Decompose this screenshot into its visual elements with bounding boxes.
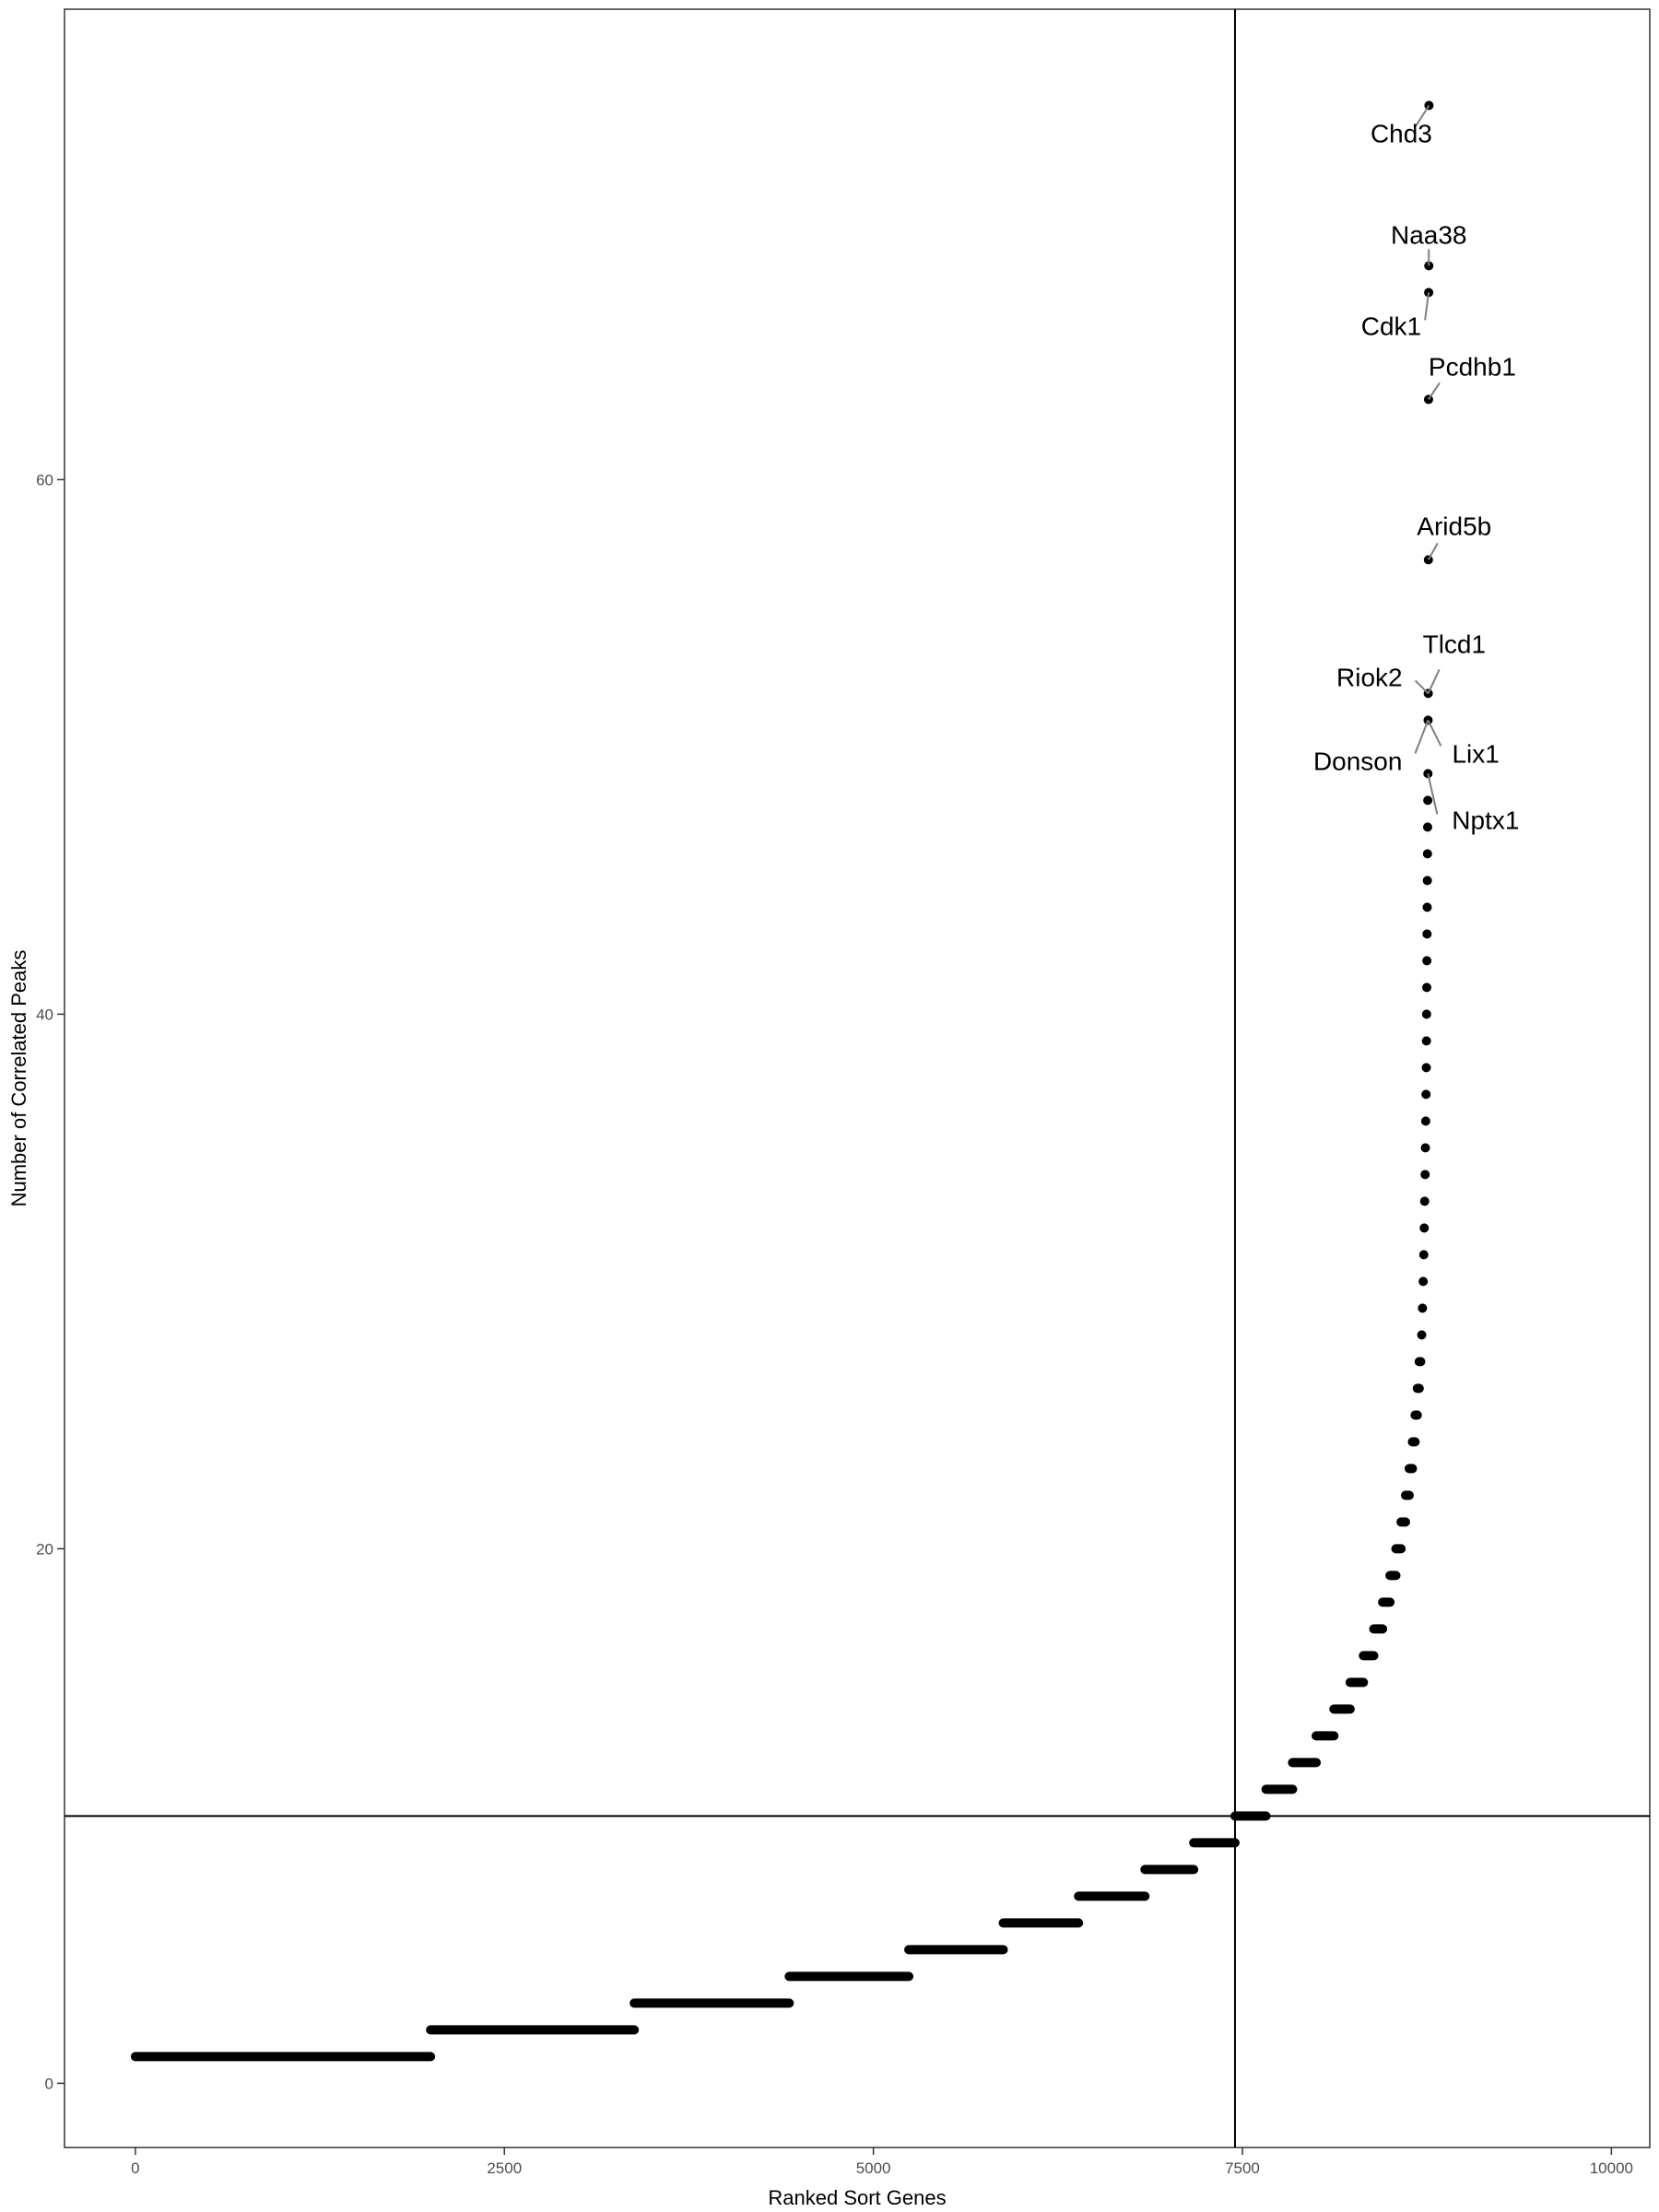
x-tick-label: 0 [131,2159,139,2177]
data-point [1420,1170,1430,1180]
gene-label: Tlcd1 [1423,629,1486,658]
data-point [1422,929,1432,939]
data-point [1421,1036,1431,1046]
x-tick-label: 10000 [1590,2159,1633,2177]
data-point [1420,1116,1430,1126]
reference-lines [65,9,1650,2147]
label-leader-line [1427,719,1442,747]
y-tick-label: 20 [36,1540,53,1558]
data-point [1417,1330,1427,1340]
data-point [1422,849,1432,859]
gene-label: Riok2 [1336,663,1403,691]
gene-label: Lix1 [1452,739,1499,768]
x-tick-label: 2500 [487,2159,522,2177]
data-point [1422,982,1432,993]
gene-label: Chd3 [1371,119,1432,147]
gene-label: Donson [1313,747,1403,775]
gene-label: Nptx1 [1452,806,1519,834]
y-axis-title: Number of Correlated Peaks [7,950,30,1207]
y-tick-label: 40 [36,1006,53,1023]
data-point [1419,1223,1430,1233]
label-leader-line [1427,542,1439,560]
y-tick-label: 0 [45,2075,53,2092]
label-leader-line [1415,104,1430,126]
data-point [1421,1009,1431,1019]
data-point [1420,1143,1430,1153]
data-point [1419,1196,1430,1206]
x-tick-label: 5000 [856,2159,891,2177]
data-point [1421,1063,1431,1073]
data-point [1421,1089,1431,1100]
x-axis: 0 2500 5000 7500 10000 [131,2147,1633,2177]
gene-label: Naa38 [1391,220,1467,249]
data-point [1422,876,1432,886]
data-point [1422,902,1432,912]
y-axis: 0 20 40 60 [36,471,65,2092]
gene-label: Pcdhb1 [1429,352,1516,381]
data-point [1423,795,1433,806]
label-leader-line [1424,292,1430,321]
label-leader-line [1427,773,1439,815]
gene-label: Arid5b [1417,512,1491,540]
gene-label: Cdk1 [1361,312,1421,340]
label-leader-line [1428,382,1441,400]
data-point [1418,1250,1429,1260]
y-tick-label: 60 [36,471,53,488]
segment-series [130,1357,1426,2062]
data-point [1418,1303,1428,1313]
data-point [1418,1277,1429,1287]
x-tick-label: 7500 [1225,2159,1260,2177]
gene-labels: Nptx1 Donson Lix1 Riok2 Tlcd1 Arid5b Pcdhb1 Cdk… [1313,104,1519,834]
data-point [1422,956,1432,966]
label-leader-line [1414,679,1430,695]
data-point [1422,822,1432,832]
plot-background [64,8,1651,2148]
label-leader-line [1427,668,1441,694]
x-axis-title: Ranked Sort Genes [768,2186,946,2209]
label-leader-line [1414,720,1430,754]
